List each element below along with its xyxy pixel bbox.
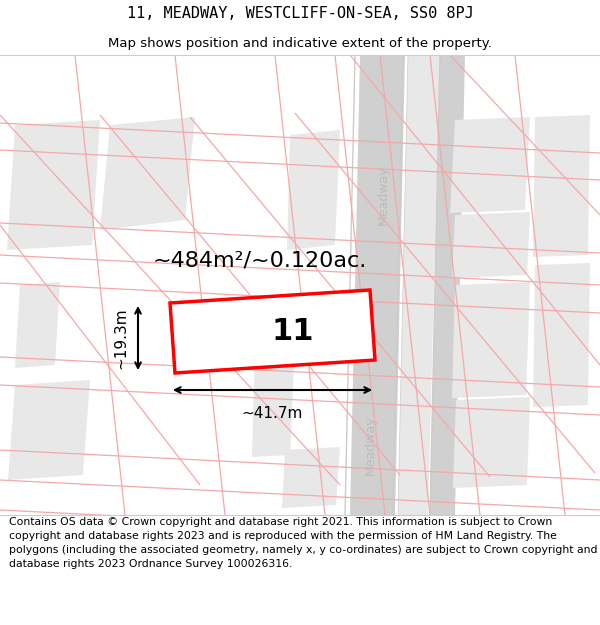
Text: 11, MEADWAY, WESTCLIFF-ON-SEA, SS0 8PJ: 11, MEADWAY, WESTCLIFF-ON-SEA, SS0 8PJ [127,6,473,21]
Polygon shape [533,115,590,257]
Text: ~484m²/~0.120ac.: ~484m²/~0.120ac. [153,250,367,270]
Polygon shape [398,55,440,515]
Polygon shape [15,282,60,368]
Polygon shape [100,117,195,230]
Polygon shape [282,447,340,508]
Polygon shape [533,263,590,407]
Polygon shape [287,130,340,250]
Text: 11: 11 [271,317,314,346]
Polygon shape [7,120,100,250]
Text: ~41.7m: ~41.7m [242,406,303,421]
Text: Contains OS data © Crown copyright and database right 2021. This information is : Contains OS data © Crown copyright and d… [9,518,598,569]
Polygon shape [452,282,530,398]
Polygon shape [453,397,530,488]
Polygon shape [430,55,465,515]
Polygon shape [350,55,405,515]
Polygon shape [452,212,530,278]
Text: Map shows position and indicative extent of the property.: Map shows position and indicative extent… [108,38,492,51]
Polygon shape [450,117,530,213]
Text: Meadway: Meadway [377,165,389,225]
Text: Meadway: Meadway [364,415,377,475]
Polygon shape [252,343,295,457]
Text: ~19.3m: ~19.3m [113,307,128,369]
Polygon shape [8,380,90,480]
Polygon shape [170,290,375,373]
